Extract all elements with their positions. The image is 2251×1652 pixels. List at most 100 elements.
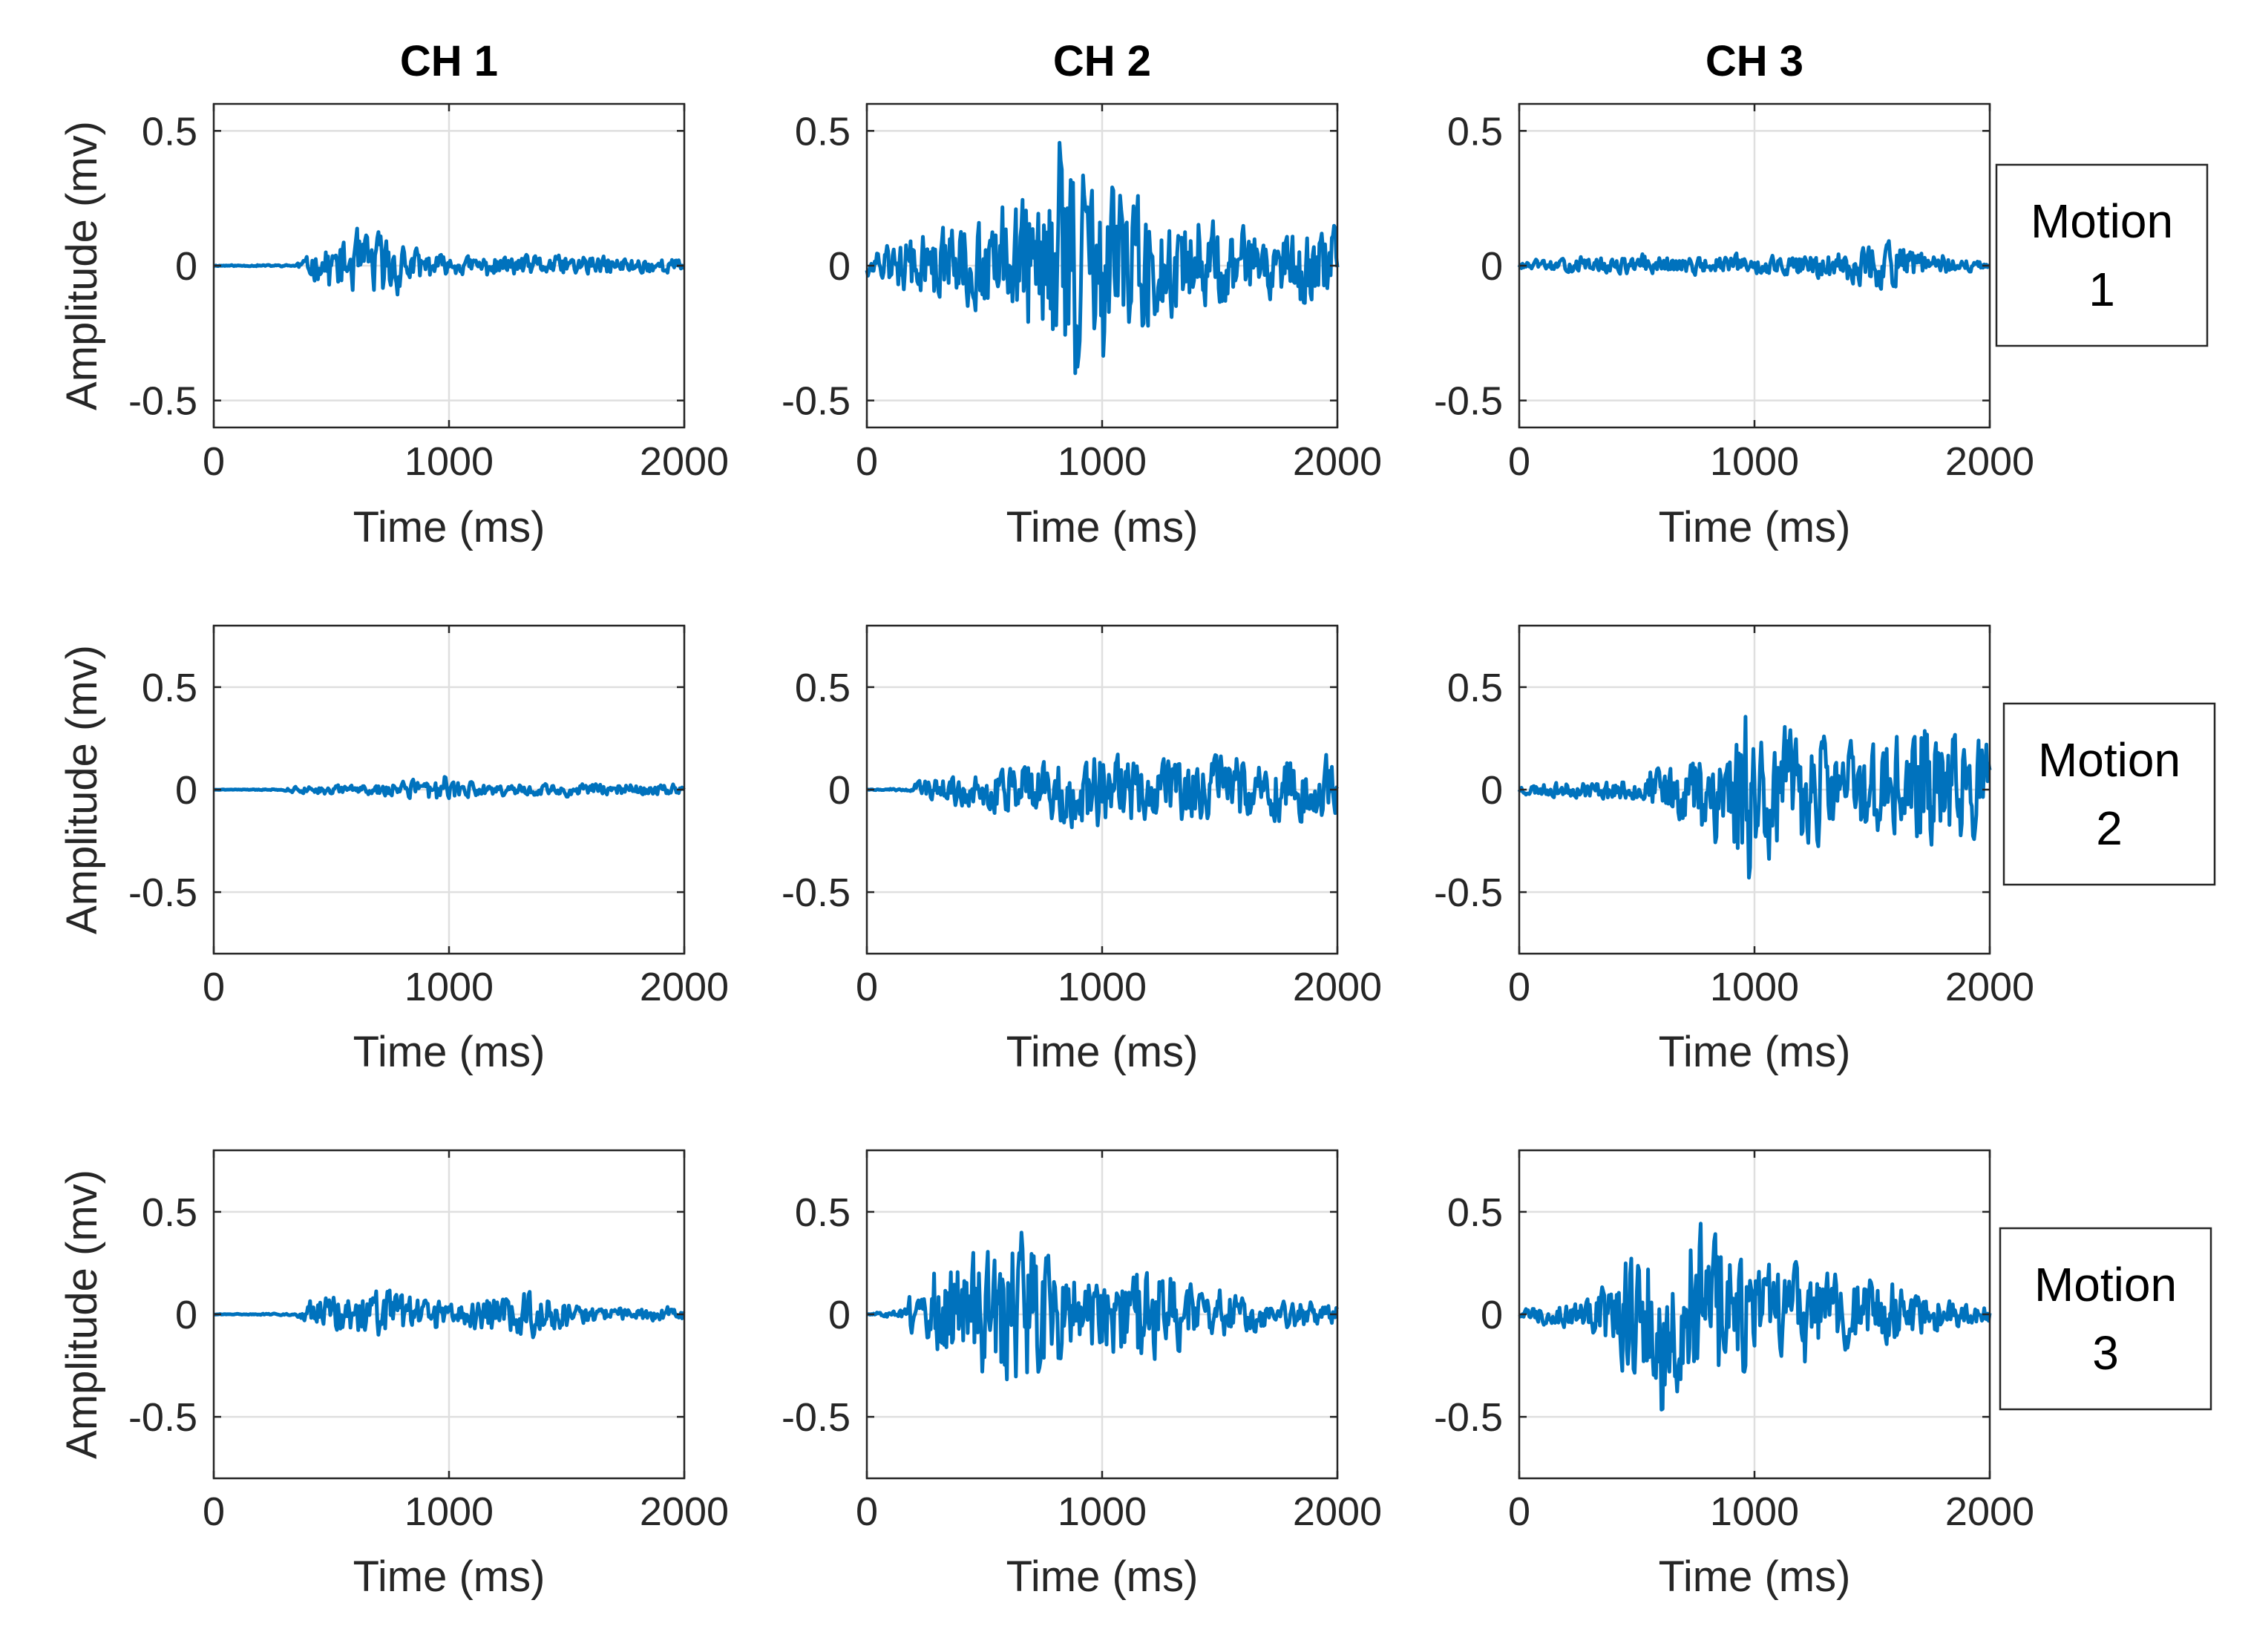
y-tick-label: 0: [175, 1293, 197, 1337]
x-tick-label: 1000: [1710, 1489, 1799, 1534]
x-axis-label: Time (ms): [1006, 1553, 1199, 1601]
y-tick-label: -0.5: [782, 1395, 851, 1440]
signal-line: [866, 1230, 1339, 1382]
channel-header: CH 3: [1706, 37, 1803, 85]
signal-line: [213, 226, 685, 297]
x-tick-label: 0: [1508, 965, 1530, 1009]
x-tick-label: 0: [203, 1489, 225, 1534]
x-tick-label: 2000: [640, 1489, 729, 1534]
y-tick-label: -0.5: [128, 1395, 197, 1440]
signal-line: [213, 775, 686, 801]
subplot: [1517, 102, 1991, 429]
y-tick-label: 0.5: [1447, 1190, 1503, 1235]
subplot: [865, 1149, 1339, 1480]
y-tick-label: 0.5: [1447, 666, 1503, 710]
motion-label-line2: 3: [2092, 1326, 2119, 1380]
subplot: [212, 624, 686, 955]
motion-label-line2: 1: [2088, 263, 2115, 316]
x-tick-label: 0: [1508, 1489, 1530, 1534]
y-tick-label: 0.5: [1447, 109, 1503, 154]
motion-label-line1: Motion: [2038, 733, 2180, 787]
channel-header: CH 2: [1053, 37, 1151, 85]
x-tick-label: 0: [203, 439, 225, 484]
x-axis-label: Time (ms): [1659, 1028, 1851, 1076]
x-tick-label: 2000: [1945, 439, 2034, 484]
y-tick-label: 0: [1481, 244, 1503, 289]
subplot: [1517, 624, 1992, 955]
y-tick-label: 0: [828, 768, 851, 813]
y-axis-label: Amplitude (mv): [58, 645, 106, 934]
x-tick-label: 1000: [1710, 965, 1799, 1009]
x-axis-label: Time (ms): [353, 503, 545, 551]
x-axis-label: Time (ms): [1006, 503, 1199, 551]
motion-label-line1: Motion: [2034, 1258, 2177, 1311]
x-tick-label: 2000: [640, 965, 729, 1009]
y-axis-label: Amplitude (mv): [58, 1170, 106, 1459]
motion-label-box: Motion 3: [1999, 1227, 2212, 1411]
x-tick-label: 0: [1508, 439, 1530, 484]
y-tick-label: 0.5: [142, 666, 197, 710]
subplot: [865, 624, 1339, 955]
x-tick-label: 0: [856, 1489, 878, 1534]
y-tick-label: 0.5: [795, 666, 851, 710]
signal-line: [213, 1288, 686, 1340]
y-tick-label: 0.5: [142, 109, 197, 154]
motion-label-box: Motion 1: [1995, 163, 2209, 347]
x-tick-label: 1000: [1058, 965, 1147, 1009]
y-tick-label: 0: [175, 768, 197, 813]
x-tick-label: 2000: [1293, 439, 1382, 484]
motion-label-line2: 2: [2096, 802, 2123, 855]
x-axis-label: Time (ms): [1006, 1028, 1199, 1076]
x-tick-label: 1000: [404, 1489, 494, 1534]
subplot: [1518, 1149, 1992, 1480]
signal-line: [1518, 1222, 1992, 1412]
y-tick-label: -0.5: [128, 871, 197, 915]
x-axis-label: Time (ms): [353, 1028, 545, 1076]
y-tick-label: -0.5: [782, 871, 851, 915]
x-tick-label: 1000: [1710, 439, 1799, 484]
x-axis-label: Time (ms): [1659, 503, 1851, 551]
signal-line: [1517, 715, 1992, 880]
x-tick-label: 2000: [640, 439, 729, 484]
y-tick-label: -0.5: [1434, 871, 1503, 915]
x-tick-label: 1000: [1058, 1489, 1147, 1534]
motion-box-frame: [2002, 702, 2216, 886]
y-tick-label: 0: [828, 244, 851, 289]
y-tick-label: 0.5: [795, 1190, 851, 1235]
x-tick-label: 0: [856, 439, 878, 484]
y-tick-label: -0.5: [1434, 1395, 1503, 1440]
x-tick-label: 1000: [404, 965, 494, 1009]
x-tick-label: 2000: [1945, 1489, 2034, 1534]
y-axis-label: Amplitude (mv): [58, 121, 106, 410]
channel-header: CH 1: [400, 37, 498, 85]
y-tick-label: 0.5: [795, 109, 851, 154]
subplot: [865, 102, 1340, 429]
motion-box-frame: [1999, 1227, 2212, 1411]
x-tick-label: 2000: [1293, 1489, 1382, 1534]
x-axis-label: Time (ms): [1659, 1553, 1851, 1601]
x-axis-label: Time (ms): [353, 1553, 545, 1601]
subplot: [212, 1149, 686, 1480]
subplot: [212, 102, 686, 429]
y-tick-label: -0.5: [782, 379, 851, 424]
y-tick-label: 0: [175, 244, 197, 289]
x-tick-label: 0: [203, 965, 225, 1009]
x-tick-label: 2000: [1293, 965, 1382, 1009]
y-tick-label: 0.5: [142, 1190, 197, 1235]
y-tick-label: 0: [1481, 768, 1503, 813]
x-tick-label: 0: [856, 965, 878, 1009]
motion-box-frame: [1995, 163, 2209, 347]
motion-label-line1: Motion: [2031, 194, 2173, 248]
y-tick-label: 0: [1481, 1293, 1503, 1337]
x-tick-label: 1000: [1058, 439, 1147, 484]
signal-line: [1517, 239, 1990, 291]
x-tick-label: 2000: [1945, 965, 2034, 1009]
signal-line: [865, 140, 1340, 376]
signal-line: [866, 753, 1339, 830]
y-tick-label: -0.5: [128, 379, 197, 424]
y-tick-label: -0.5: [1434, 379, 1503, 424]
x-tick-label: 1000: [404, 439, 494, 484]
motion-label-box: Motion 2: [2002, 702, 2216, 886]
y-tick-label: 0: [828, 1293, 851, 1337]
